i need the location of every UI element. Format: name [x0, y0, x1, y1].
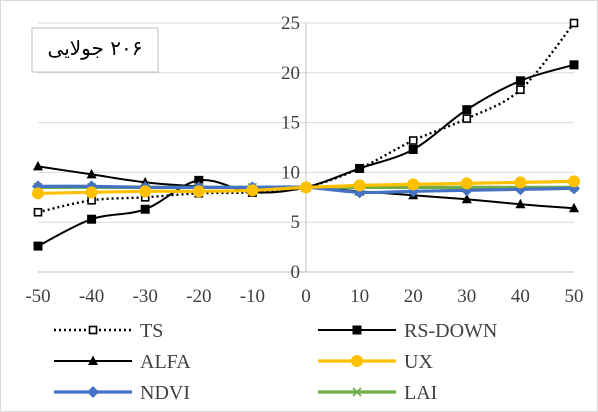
legend-alfa: ALFA [54, 351, 191, 373]
y-tick-label: 25 [281, 13, 300, 34]
series-rs-down-marker [569, 60, 579, 70]
legend-ux-marker [351, 355, 363, 367]
tick-labels: 0 5 10 15 20 25 -50 -40 -30 -20 -10 0 10 20 30 40 50 [25, 13, 583, 307]
y-tick-label: 5 [291, 212, 301, 233]
series-ux-marker [85, 186, 98, 199]
y-tick-label: 15 [281, 113, 300, 134]
legend-lai-marker [352, 387, 362, 397]
series-ts-marker [408, 136, 418, 145]
series-ux-marker [460, 177, 473, 190]
legend-alfa-marker [88, 355, 98, 365]
x-tick-label: -30 [133, 286, 158, 307]
x-tick-label: -40 [79, 286, 104, 307]
legend-ux: UX [318, 351, 433, 373]
series-alfa-marker [515, 198, 526, 209]
series-ts-marker [569, 18, 579, 28]
legend-rs-down-label: RS-DOWN [404, 320, 497, 342]
legend-ts: TS [54, 320, 163, 342]
series-alfa-marker [461, 193, 472, 204]
series-ux-marker [32, 187, 44, 200]
series-alfa-marker [569, 202, 579, 213]
legend-lai-label: LAI [404, 382, 437, 404]
series-group [32, 18, 580, 251]
series-rs-down-marker [355, 163, 365, 173]
series-ts-line [37, 22, 575, 214]
x-tick-label: -50 [25, 286, 50, 307]
series-rs-down-marker [140, 204, 150, 214]
x-tick-label: 50 [565, 286, 584, 307]
legend-ux-label: UX [404, 351, 433, 373]
series-ux-marker [568, 175, 580, 188]
x-tick-label: 0 [301, 286, 311, 307]
legend-ndvi-label: NDVI [140, 382, 190, 404]
legend-ts-marker [88, 325, 98, 335]
series-rs-down-marker [194, 175, 204, 185]
legend: TS RS-DOWN ALFA UX NDVI LAI [54, 320, 497, 404]
series-rs-down-marker [462, 105, 472, 115]
y-tick-label: 0 [291, 262, 301, 283]
series-ux [32, 175, 580, 200]
series-ts-marker [462, 114, 472, 123]
series-ux-marker [300, 181, 312, 194]
series-ux-marker [246, 184, 259, 197]
legend-ndvi-marker [87, 386, 99, 398]
legend-ndvi: NDVI [54, 382, 190, 404]
y-tick-label: 10 [281, 162, 300, 183]
series-ux-marker [514, 176, 527, 189]
x-tick-label: 20 [404, 286, 423, 307]
x-tick-label: -10 [240, 286, 265, 307]
y-tick-label: 20 [281, 63, 300, 84]
series-rs-down-marker [515, 76, 525, 86]
series-ux-marker [139, 185, 152, 198]
legend-rs-down-marker [352, 325, 362, 335]
series-alfa-marker [33, 160, 43, 171]
x-tick-label: 10 [350, 286, 369, 307]
series-ts-marker [33, 207, 43, 217]
series-ux-marker [353, 179, 366, 192]
x-tick-label: 30 [457, 286, 476, 307]
series-rs-down-marker [33, 241, 43, 251]
legend-lai: LAI [318, 382, 437, 404]
legend-rs-down: RS-DOWN [318, 320, 497, 342]
annotation-box: ۲۰۶ جولایی [31, 27, 159, 73]
legend-ts-label: TS [140, 320, 163, 342]
x-tick-label: -20 [186, 286, 211, 307]
series-ux-marker [192, 185, 205, 198]
annotation-text: ۲۰۶ جولایی [48, 36, 143, 60]
series-ux-marker [407, 178, 420, 191]
series-ts-marker [516, 85, 525, 95]
series-alfa-marker [86, 168, 97, 179]
series-rs-down-marker [87, 214, 97, 224]
axes [38, 23, 574, 273]
x-tick-label: 40 [511, 286, 530, 307]
series-rs-down-marker [408, 144, 418, 154]
legend-alfa-label: ALFA [140, 351, 191, 373]
